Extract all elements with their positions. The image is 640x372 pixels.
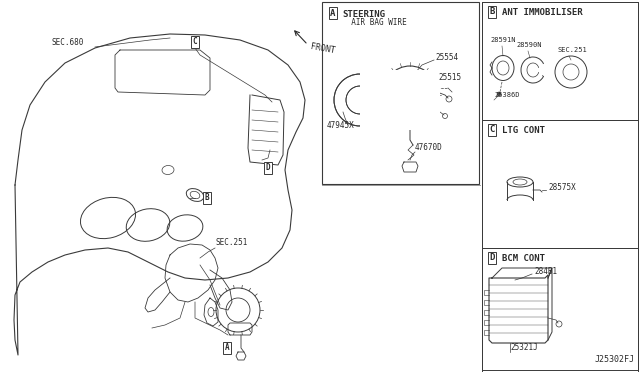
Bar <box>360 70 440 130</box>
Text: J25302FJ: J25302FJ <box>595 355 635 364</box>
Text: 25386D: 25386D <box>494 92 520 98</box>
Text: AIR BAG WIRE: AIR BAG WIRE <box>342 18 407 27</box>
Text: D: D <box>490 253 495 263</box>
Text: A: A <box>330 9 336 17</box>
Text: SEC.251: SEC.251 <box>215 238 248 247</box>
Text: SEC.251: SEC.251 <box>558 47 588 53</box>
Text: 25515: 25515 <box>438 74 461 83</box>
Text: BCM CONT: BCM CONT <box>502 254 545 263</box>
Bar <box>322 2 479 184</box>
Text: FRONT: FRONT <box>310 42 336 55</box>
Text: 25554: 25554 <box>435 54 458 62</box>
Bar <box>482 2 638 372</box>
Text: 28591N: 28591N <box>490 37 515 43</box>
Text: D: D <box>266 164 270 173</box>
Bar <box>482 248 638 370</box>
Text: 25321J: 25321J <box>510 343 538 353</box>
Text: LTG CONT: LTG CONT <box>502 126 545 135</box>
Text: STEERING: STEERING <box>342 10 385 19</box>
Text: SEC.680: SEC.680 <box>52 38 84 47</box>
Circle shape <box>497 92 501 96</box>
Text: B: B <box>490 7 495 16</box>
Text: B: B <box>205 193 209 202</box>
Text: A: A <box>225 343 229 353</box>
Text: 28590N: 28590N <box>516 42 541 48</box>
Text: ANT IMMOBILISER: ANT IMMOBILISER <box>502 8 582 17</box>
Bar <box>482 2 638 120</box>
Text: C: C <box>193 38 197 46</box>
Text: 47670D: 47670D <box>415 144 443 153</box>
Text: 284B1: 284B1 <box>534 267 557 276</box>
Bar <box>482 120 638 248</box>
Text: C: C <box>490 125 495 135</box>
Text: 28575X: 28575X <box>548 183 576 192</box>
Text: 47945X: 47945X <box>327 121 355 129</box>
